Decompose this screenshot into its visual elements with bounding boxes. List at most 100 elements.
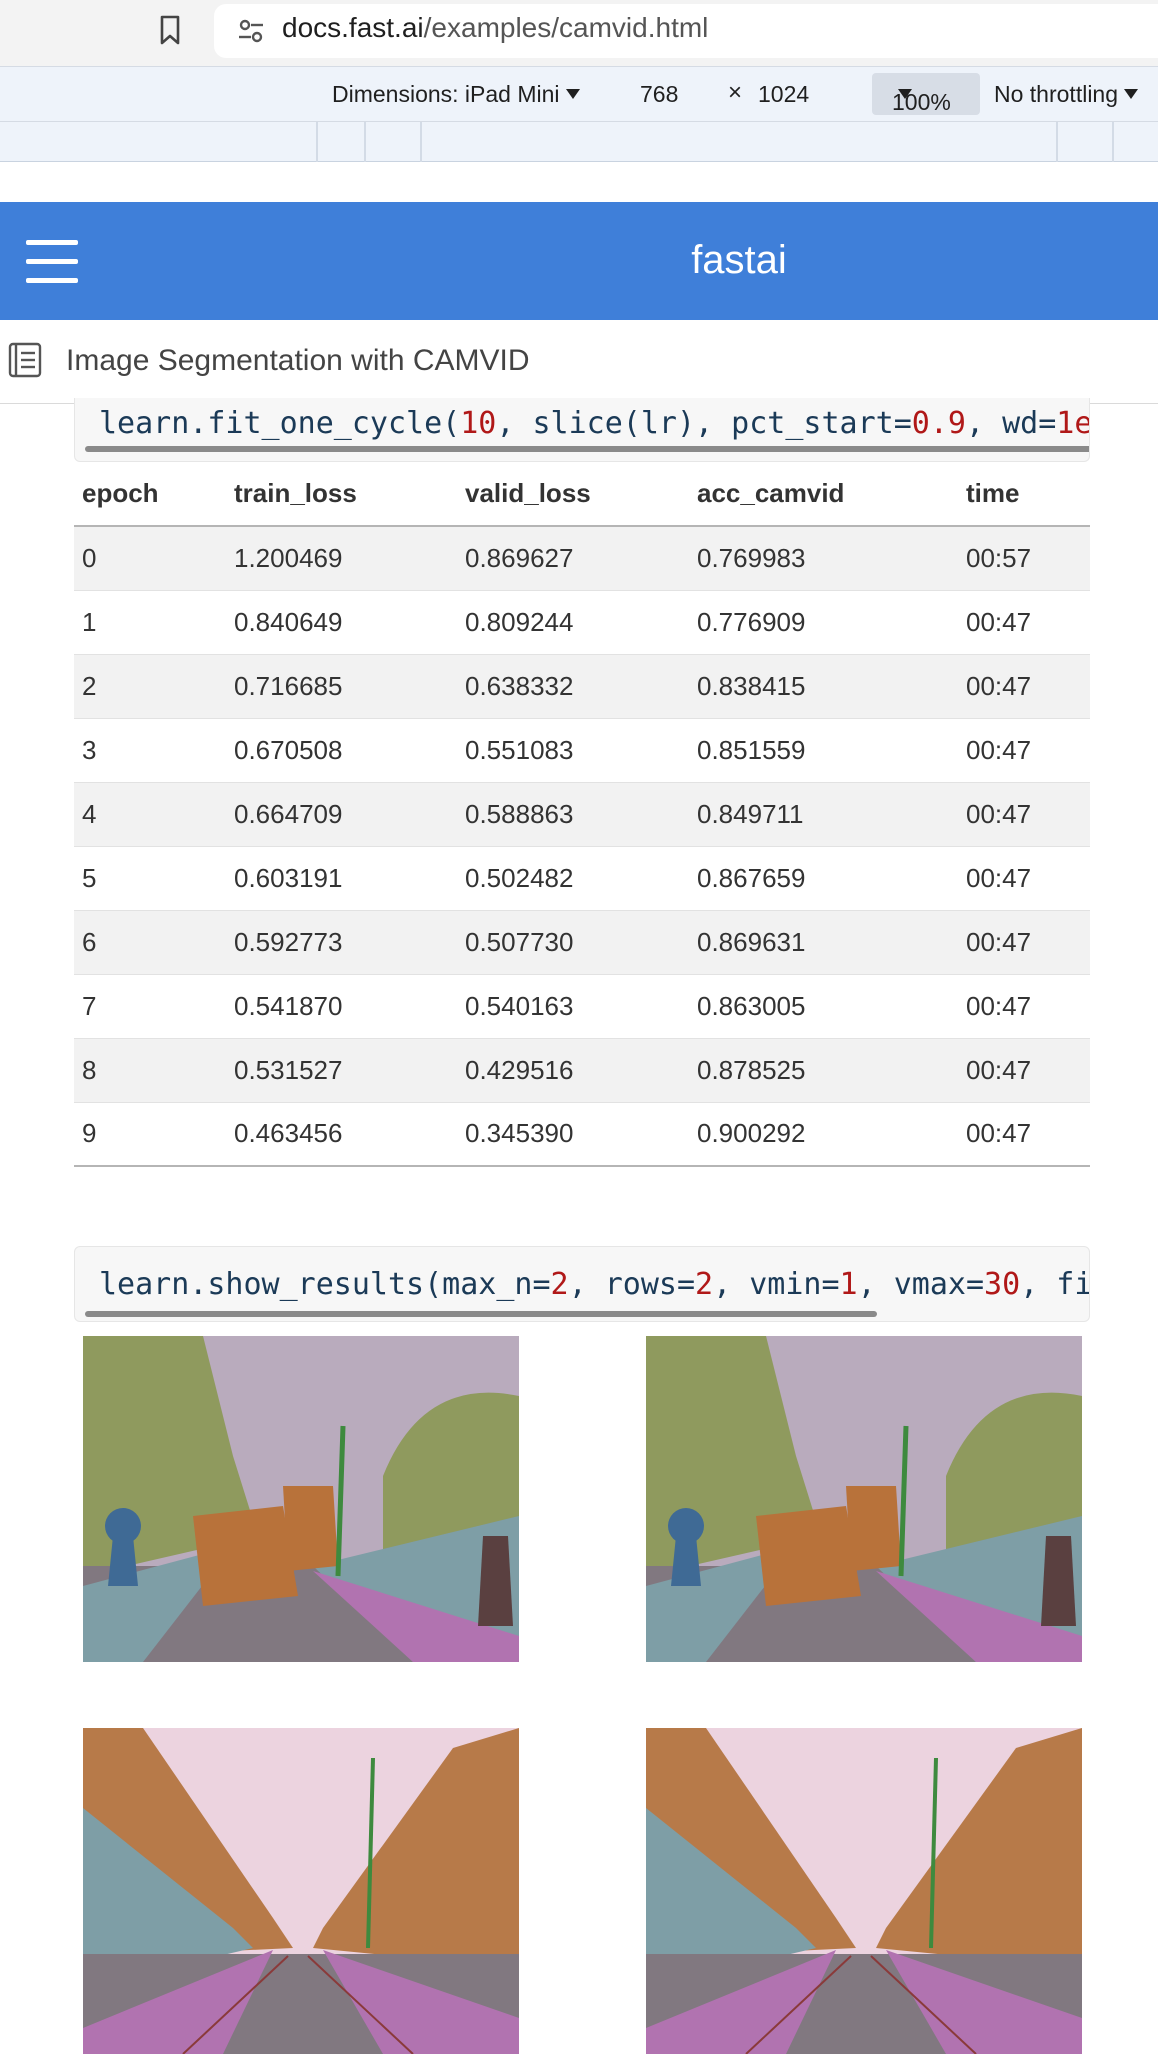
url-path: /examples/camvid.html [423, 12, 709, 43]
site-brand[interactable]: fastai [691, 238, 787, 282]
table-cell: 0.603191 [226, 846, 457, 911]
table-cell: 00:47 [958, 590, 1090, 655]
table-cell: 6 [74, 910, 226, 975]
hamburger-menu-icon[interactable] [26, 240, 78, 284]
training-results-table: epoch train_loss valid_loss acc_camvid t… [74, 462, 1090, 1167]
table-cell: 0.592773 [226, 910, 457, 975]
table-cell: 00:47 [958, 718, 1090, 783]
table-cell: 0.638332 [457, 654, 689, 719]
column-header: valid_loss [457, 462, 689, 527]
bookmark-icon[interactable] [156, 14, 184, 46]
table-cell: 0.849711 [689, 782, 958, 847]
code-text: learn.fit_one_cycle( [99, 406, 461, 441]
table-cell: 00:47 [958, 910, 1090, 975]
column-header: epoch [74, 462, 226, 527]
site-navbar: fastai [0, 202, 1158, 320]
code-number: 10 [460, 406, 497, 441]
table-cell: 0.869631 [689, 910, 958, 975]
device-toolbar: Dimensions: iPad Mini 768 × 1024 100% No… [0, 66, 1158, 122]
media-query-ruler[interactable] [0, 122, 1158, 162]
code-number: 1 [839, 1267, 858, 1302]
throttling-value: No throttling [994, 81, 1119, 107]
table-cell: 00:47 [958, 782, 1090, 847]
ruler-tick [1056, 122, 1058, 162]
table-cell: 9 [74, 1102, 226, 1167]
throttling-dropdown[interactable]: No throttling [994, 81, 1139, 108]
code-number: 2 [695, 1267, 714, 1302]
table-cell: 0.769983 [689, 526, 958, 591]
address-bar[interactable] [214, 4, 1158, 58]
table-cell: 00:47 [958, 1102, 1090, 1167]
result-image-3 [83, 1728, 519, 2054]
table-cell: 0.540163 [457, 974, 689, 1039]
table-row: 7 0.541870 0.540163 0.863005 00:47 [74, 974, 1090, 1039]
table-cell: 2 [74, 654, 226, 719]
table-row: 9 0.463456 0.345390 0.900292 00:47 [74, 1102, 1090, 1167]
code-number: 2 [550, 1267, 569, 1302]
page-subbar: Image Segmentation with CAMVID [0, 320, 1158, 404]
table-cell: 0.851559 [689, 718, 958, 783]
table-cell: 00:47 [958, 974, 1090, 1039]
table-header-row: epoch train_loss valid_loss acc_camvid t… [74, 462, 1090, 527]
code-text: , vmin= [713, 1267, 840, 1302]
table-cell: 0.551083 [457, 718, 689, 783]
table-cell: 0.502482 [457, 846, 689, 911]
ruler-tick [316, 122, 318, 162]
table-cell: 00:47 [958, 654, 1090, 719]
table-row: 2 0.716685 0.638332 0.838415 00:47 [74, 654, 1090, 719]
code-line: learn.fit_one_cycle(10, slice(lr), pct_s… [99, 406, 1089, 441]
result-image-2 [646, 1336, 1082, 1662]
zoom-dropdown[interactable]: 100% [872, 73, 980, 115]
code-text: learn.show_results(max_n= [99, 1267, 551, 1302]
url-text[interactable]: docs.fast.ai/examples/camvid.html [282, 12, 708, 44]
width-field[interactable]: 768 [640, 81, 679, 107]
dimensions-label: Dimensions: iPad Mini [332, 81, 560, 107]
table-cell: 8 [74, 1038, 226, 1103]
table-cell: 0.507730 [457, 910, 689, 975]
code-line: learn.show_results(max_n=2, rows=2, vmin… [99, 1267, 1089, 1302]
times-icon: × [728, 79, 743, 106]
code-number: 1e- [1056, 406, 1089, 441]
table-cell: 00:47 [958, 1038, 1090, 1103]
code-scrollbar[interactable] [85, 1311, 877, 1317]
table-cell: 0.838415 [689, 654, 958, 719]
code-text: , rows= [568, 1267, 696, 1302]
code-text: , slice(lr), pct_start= [496, 406, 912, 441]
dimensions-dropdown[interactable]: Dimensions: iPad Mini [332, 81, 580, 108]
table-cell: 0.664709 [226, 782, 457, 847]
table-row: 5 0.603191 0.502482 0.867659 00:47 [74, 846, 1090, 911]
url-host: docs.fast.ai [282, 12, 424, 43]
table-row: 0 1.200469 0.869627 0.769983 00:57 [74, 526, 1090, 591]
chevron-down-icon [898, 89, 912, 99]
table-of-contents-icon[interactable] [8, 342, 42, 378]
table-row: 6 0.592773 0.507730 0.869631 00:47 [74, 910, 1090, 975]
table-cell: 0.531527 [226, 1038, 457, 1103]
table-cell: 0.588863 [457, 782, 689, 847]
browser-toolbar: docs.fast.ai/examples/camvid.html [0, 0, 1158, 66]
table-cell: 0.716685 [226, 654, 457, 719]
code-text: , fig [1020, 1267, 1089, 1302]
site-settings-icon[interactable] [236, 16, 266, 46]
table-cell: 0.809244 [457, 590, 689, 655]
table-cell: 0.670508 [226, 718, 457, 783]
table-cell: 00:57 [958, 526, 1090, 591]
table-cell: 0.463456 [226, 1102, 457, 1167]
code-text: , wd= [965, 406, 1057, 441]
code-text: , vmax= [857, 1267, 985, 1302]
chevron-down-icon [1124, 89, 1139, 99]
column-header: train_loss [226, 462, 457, 527]
table-cell: 1.200469 [226, 526, 457, 591]
table-row: 3 0.670508 0.551083 0.851559 00:47 [74, 718, 1090, 783]
code-cell-show-results[interactable]: learn.show_results(max_n=2, rows=2, vmin… [74, 1246, 1090, 1322]
code-scrollbar[interactable] [85, 446, 1089, 452]
code-cell-fit[interactable]: learn.fit_one_cycle(10, slice(lr), pct_s… [74, 398, 1090, 462]
table-cell: 0.541870 [226, 974, 457, 1039]
ruler-tick [364, 122, 366, 162]
table-cell: 00:47 [958, 846, 1090, 911]
chevron-down-icon [565, 89, 580, 99]
ruler-tick [1112, 122, 1114, 162]
table-cell: 0.345390 [457, 1102, 689, 1167]
code-number: 0.9 [911, 406, 966, 441]
height-field[interactable]: 1024 [758, 81, 810, 107]
table-cell: 4 [74, 782, 226, 847]
